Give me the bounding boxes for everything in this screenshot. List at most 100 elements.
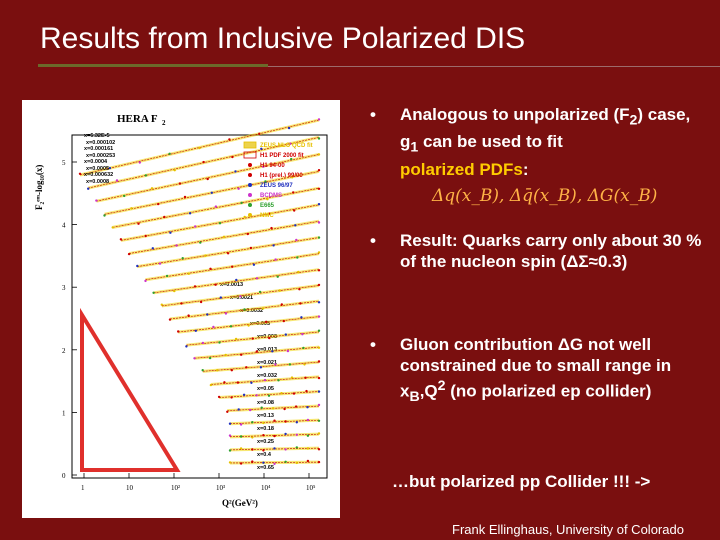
data-point xyxy=(295,433,298,436)
bullet-analogous: • Analogous to unpolarized (F2) case, g1… xyxy=(368,104,708,207)
data-point xyxy=(250,381,253,384)
plot-frame xyxy=(71,134,328,479)
x-bin-label: x=0.0008 xyxy=(86,179,109,185)
figure-heading: HERA F xyxy=(117,113,158,125)
data-point xyxy=(198,146,201,150)
data-point xyxy=(292,392,296,395)
bullet-marker: • xyxy=(370,335,376,354)
data-point xyxy=(218,341,221,344)
data-point xyxy=(317,169,321,172)
data-point xyxy=(273,434,276,438)
data-point xyxy=(295,421,298,424)
subscript: 1 xyxy=(410,139,419,156)
data-point xyxy=(123,194,126,198)
fit-curve xyxy=(137,237,320,267)
data-point xyxy=(255,277,259,280)
data-point xyxy=(251,460,254,463)
bullet-text: (no polarized ep collider) xyxy=(445,381,652,401)
data-point xyxy=(251,436,254,439)
highlight-polarized-pdfs: polarized PDFs xyxy=(400,159,523,179)
data-point xyxy=(144,234,147,238)
data-point xyxy=(258,132,261,135)
data-point xyxy=(218,222,222,225)
data-point xyxy=(193,285,197,288)
data-point xyxy=(137,222,140,225)
data-point xyxy=(317,419,321,422)
data-point xyxy=(228,449,232,452)
data-point xyxy=(239,435,243,438)
data-point xyxy=(287,126,291,130)
data-point xyxy=(277,379,280,382)
x-bin-label: x=0.0032 xyxy=(240,308,263,314)
y-axis-label: F₂ᵉᵐ-log₁₀(x) xyxy=(34,165,44,210)
data-point xyxy=(87,187,90,190)
y-tick-label: 2 xyxy=(62,347,66,355)
data-point xyxy=(317,283,321,287)
data-point xyxy=(234,337,238,341)
data-point xyxy=(297,270,300,274)
data-point xyxy=(303,363,306,366)
legend-label: H1 (prel.) 99/00 xyxy=(260,173,303,179)
data-point xyxy=(243,308,246,311)
data-point xyxy=(317,360,321,363)
data-point xyxy=(288,363,292,366)
data-point xyxy=(270,226,273,230)
legend-label: BCDMS xyxy=(260,193,282,199)
legend-marker xyxy=(248,203,252,207)
data-point xyxy=(290,376,294,379)
data-point xyxy=(152,291,155,294)
bullet-text: ,Q xyxy=(419,381,438,401)
data-point xyxy=(222,235,226,238)
data-point xyxy=(262,449,265,452)
legend-label: H1 PDF 2000 fit xyxy=(260,153,304,159)
data-point xyxy=(246,232,249,236)
x-tick-label: 10 xyxy=(126,484,134,492)
data-point xyxy=(103,214,106,217)
superscript: 2 xyxy=(437,378,446,394)
data-point xyxy=(165,274,169,278)
fit-curve xyxy=(79,119,320,176)
data-point xyxy=(160,303,163,306)
data-point xyxy=(317,251,321,254)
x-bin-label: x=0.18 xyxy=(257,426,274,432)
data-point xyxy=(298,288,301,291)
data-point xyxy=(293,209,296,212)
bullet-text: Gluon contribution ΔG not well constrain… xyxy=(400,335,672,401)
data-point xyxy=(302,346,305,350)
data-point xyxy=(317,460,321,464)
data-point xyxy=(187,272,190,275)
legend-swatch xyxy=(243,141,257,149)
data-point xyxy=(178,182,182,185)
data-point xyxy=(317,432,321,435)
data-point xyxy=(268,336,271,340)
x-bin-label: x=0.0021 xyxy=(230,295,253,301)
data-point xyxy=(168,152,171,155)
data-point xyxy=(299,302,302,305)
data-point xyxy=(295,238,298,242)
x-tick-label: 1 xyxy=(81,484,85,492)
data-point xyxy=(294,405,298,408)
data-point xyxy=(209,383,213,387)
data-point xyxy=(264,180,267,183)
subscript: B xyxy=(409,389,420,406)
data-point xyxy=(188,212,192,215)
data-point xyxy=(229,325,233,328)
legend-marker xyxy=(248,213,252,217)
data-point xyxy=(226,252,230,255)
data-point xyxy=(216,369,219,372)
x-bin-label: x=0.05 xyxy=(257,386,274,392)
data-point xyxy=(206,177,209,181)
legend-swatch xyxy=(243,151,257,159)
data-point xyxy=(199,241,202,244)
data-point xyxy=(317,236,321,239)
x-bin-label: x=0.08 xyxy=(257,400,274,406)
data-point xyxy=(175,244,178,247)
data-point xyxy=(305,389,308,393)
data-point xyxy=(247,324,250,327)
data-point xyxy=(194,225,197,228)
y-tick-label: 3 xyxy=(62,284,66,292)
data-point xyxy=(273,447,276,450)
data-point xyxy=(214,205,218,208)
data-point xyxy=(127,252,131,256)
data-point xyxy=(208,356,212,360)
